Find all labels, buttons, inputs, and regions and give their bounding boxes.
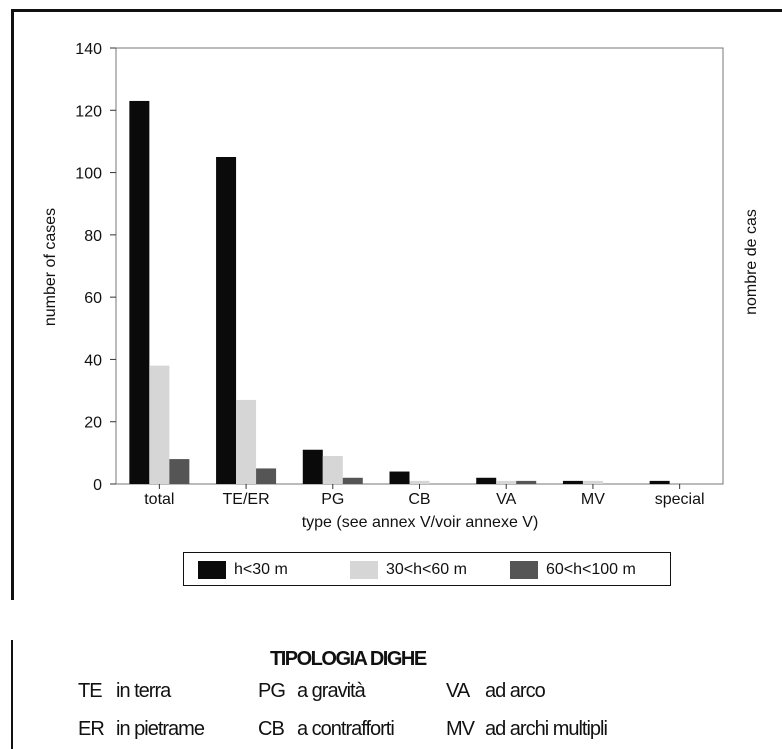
x-tick-label: CB	[408, 491, 430, 508]
y-tick-label: 140	[75, 41, 102, 58]
typology-row: ER in pietrame CB a contrafforti MV ad archi …	[0, 718, 782, 746]
y-tick-label: 40	[84, 352, 102, 369]
legend-swatch	[510, 561, 538, 579]
bar	[409, 480, 430, 484]
bar	[516, 480, 537, 484]
legend-label: h<30 m	[234, 561, 288, 578]
typology-description: ad archi multipli	[485, 718, 608, 740]
typology-title: TIPOLOGIA DIGHE	[270, 648, 427, 670]
bar	[216, 157, 237, 484]
typology-description: in terra	[116, 680, 171, 702]
typology-description: in pietrame	[116, 718, 205, 740]
y-axis-label: number of cases	[42, 208, 59, 326]
typology-code: ER	[78, 718, 105, 740]
y-tick-label: 80	[84, 228, 102, 245]
legend-item: 30<h<60 m	[350, 553, 467, 587]
x-axis-label: type (see annex V/voir annexe V)	[302, 514, 539, 531]
figure-frame-top	[11, 9, 782, 12]
legend-label: 60<h<100 m	[546, 561, 636, 578]
x-tick-label: MV	[581, 491, 605, 508]
x-tick-label: TE/ER	[223, 491, 270, 508]
bar	[322, 455, 343, 484]
y-axis-label-right: nombre de cas	[743, 209, 760, 315]
typology-description: ad arco	[485, 680, 546, 702]
x-tick-label: special	[655, 491, 705, 508]
legend-item: 60<h<100 m	[510, 553, 636, 587]
bar	[649, 480, 670, 484]
table-frame-left	[11, 640, 13, 749]
typology-code: TE	[78, 680, 103, 702]
x-tick-label: total	[144, 491, 174, 508]
chart-legend: h<30 m 30<h<60 m 60<h<100 m	[183, 552, 671, 586]
x-tick-label: PG	[321, 491, 344, 508]
bar	[476, 477, 497, 484]
x-tick-label: VA	[496, 491, 516, 508]
legend-swatch	[198, 561, 226, 579]
plot-border	[115, 47, 724, 485]
typology-description: a gravità	[297, 680, 366, 702]
bar	[256, 468, 277, 484]
bar	[129, 100, 150, 484]
bar	[236, 399, 257, 484]
bar-chart: 0 20 40 60 80 100 120 140 total TE/ER PG CB VA MV spec…	[42, 41, 760, 531]
y-tick-label: 0	[93, 477, 102, 494]
typology-description: a contrafforti	[297, 718, 395, 740]
bar	[149, 365, 170, 484]
bar	[169, 459, 190, 484]
plot-area: 0 20 40 60 80 100 120 140 total TE/ER PG CB VA MV spec…	[75, 41, 724, 508]
y-tick-label: 100	[75, 166, 102, 183]
legend-label: 30<h<60 m	[386, 561, 467, 578]
bar	[496, 480, 517, 484]
figure-frame-left	[11, 9, 14, 600]
y-tick-label: 60	[84, 290, 102, 307]
y-tick-label: 120	[75, 103, 102, 120]
bar	[389, 471, 410, 484]
typology-code: CB	[258, 718, 285, 740]
legend-swatch	[350, 561, 378, 579]
legend-item: h<30 m	[198, 553, 288, 587]
typology-row: TE in terra PG a gravità VA ad arco	[0, 680, 782, 708]
typology-code: MV	[446, 718, 475, 740]
bar	[342, 477, 363, 484]
bar	[582, 480, 603, 484]
bar	[562, 480, 583, 484]
y-tick-label: 20	[84, 415, 102, 432]
typology-code: VA	[446, 680, 470, 702]
typology-code: PG	[258, 680, 286, 702]
bar	[302, 449, 323, 484]
